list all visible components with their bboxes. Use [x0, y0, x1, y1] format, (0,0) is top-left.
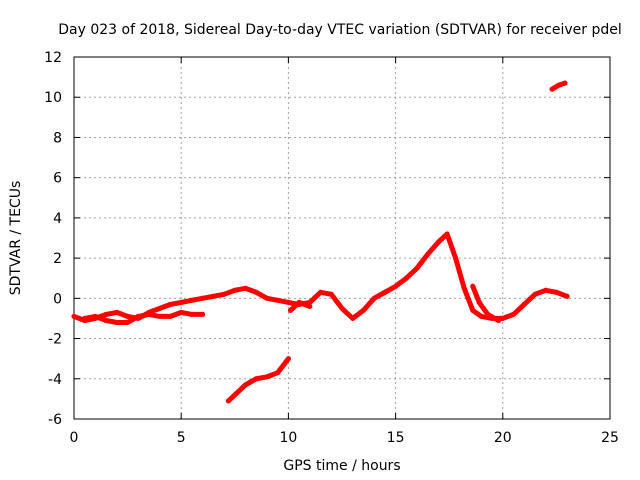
- y-tick-label: 12: [44, 50, 62, 66]
- data-point: [285, 356, 291, 362]
- data-point: [234, 390, 240, 396]
- data-point: [103, 318, 109, 323]
- data-point: [71, 313, 77, 319]
- data-point: [125, 313, 131, 319]
- data-point: [114, 309, 120, 315]
- series-line-late-segment: [470, 283, 501, 323]
- data-point: [168, 301, 173, 307]
- data-point: [360, 307, 366, 313]
- data-point: [114, 320, 120, 325]
- data-point: [470, 283, 476, 289]
- y-tick-label: -2: [48, 332, 62, 348]
- data-point: [339, 305, 345, 311]
- data-point: [275, 297, 281, 303]
- data-point: [403, 275, 409, 281]
- data-point: [200, 295, 206, 301]
- data-point: [103, 311, 109, 317]
- y-tick-label: 10: [44, 90, 62, 106]
- data-point: [350, 315, 356, 321]
- data-point: [178, 299, 184, 305]
- x-axis-title: GPS time / hours: [283, 458, 400, 474]
- x-tick-label: 15: [387, 430, 405, 446]
- plot-frame: [73, 56, 611, 420]
- data-point: [496, 318, 501, 323]
- data-point: [232, 287, 238, 293]
- x-tick-label: 5: [177, 430, 186, 446]
- ticks: 0 5 10 15 20 25 -6 -4 -2 0 2 4 6 8 10 12: [44, 50, 619, 446]
- y-tick-label: 2: [53, 251, 62, 267]
- data-point: [485, 311, 491, 317]
- data-point: [146, 311, 152, 317]
- data-point: [264, 295, 270, 301]
- data-point: [470, 307, 476, 313]
- data-point: [243, 382, 248, 388]
- y-axis-title: SDTVAR / TECUs: [8, 181, 24, 296]
- data-point: [243, 285, 248, 291]
- data-point: [556, 82, 561, 88]
- data-point: [553, 289, 559, 295]
- data-point: [521, 301, 527, 307]
- data-point: [200, 311, 206, 317]
- data-point: [157, 313, 163, 319]
- data-point: [511, 311, 516, 317]
- y-tick-label: -4: [48, 372, 62, 388]
- series-group: [71, 80, 570, 404]
- data-point: [285, 299, 291, 305]
- x-tick-label: 20: [494, 430, 512, 446]
- data-point: [157, 305, 163, 311]
- data-point: [288, 307, 293, 313]
- data-point: [543, 287, 549, 293]
- data-point: [275, 370, 281, 376]
- data-point: [436, 239, 441, 245]
- data-point: [82, 315, 88, 321]
- data-point: [189, 311, 195, 317]
- data-point: [393, 283, 399, 289]
- data-point: [328, 291, 334, 297]
- x-tick-label: 0: [70, 430, 79, 446]
- data-point: [476, 299, 482, 305]
- data-point: [382, 289, 388, 295]
- y-tick-label: 6: [53, 171, 62, 187]
- x-tick-label: 10: [279, 430, 297, 446]
- data-point: [371, 295, 377, 301]
- data-point: [168, 313, 173, 319]
- data-point: [92, 313, 98, 319]
- chart-title: Day 023 of 2018, Sidereal Day-to-day VTE…: [58, 22, 622, 38]
- y-tick-label: 8: [53, 130, 62, 146]
- series-line-main: [71, 231, 570, 323]
- grid: [74, 57, 610, 419]
- data-point: [444, 231, 450, 237]
- data-point: [500, 315, 506, 321]
- y-tick-label: -6: [48, 412, 62, 428]
- data-point: [414, 265, 420, 271]
- data-point: [532, 291, 538, 297]
- data-point: [264, 374, 270, 380]
- data-point: [318, 289, 324, 295]
- y-tick-label: 0: [53, 291, 62, 307]
- data-point: [225, 398, 231, 404]
- y-tick-label: 4: [53, 211, 62, 227]
- data-point: [125, 320, 131, 325]
- data-point: [135, 313, 141, 319]
- data-point: [189, 297, 195, 303]
- data-point: [221, 291, 227, 297]
- data-point: [210, 293, 216, 299]
- x-tick-label: 25: [601, 430, 619, 446]
- data-point: [478, 313, 484, 319]
- data-point: [453, 255, 459, 261]
- data-point: [425, 251, 431, 257]
- data-point: [307, 303, 313, 309]
- data-point: [253, 376, 259, 382]
- data-point: [253, 289, 259, 295]
- data-point: [549, 86, 555, 92]
- data-point: [461, 285, 467, 291]
- data-point: [562, 80, 568, 86]
- data-point: [178, 309, 184, 315]
- data-point: [564, 293, 570, 299]
- data-point: [296, 299, 302, 305]
